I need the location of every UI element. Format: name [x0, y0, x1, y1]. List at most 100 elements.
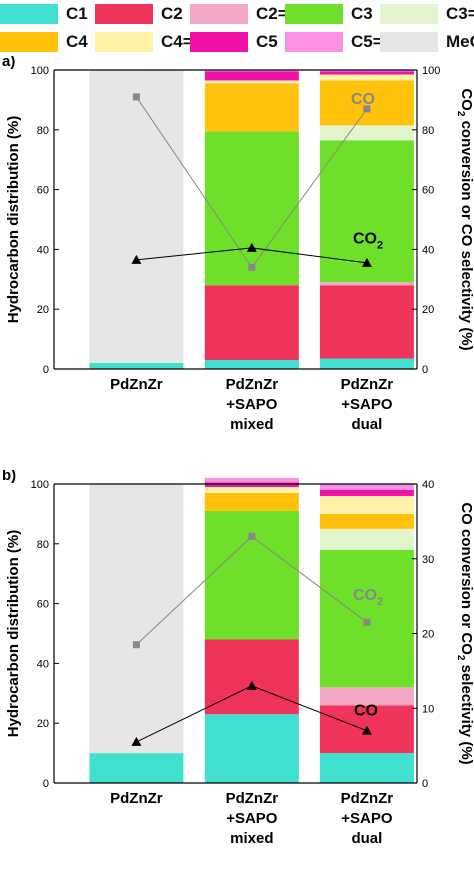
y2-tick-label: 100	[422, 65, 440, 77]
y-tick-label: 0	[43, 778, 49, 790]
legend-item-c1: C1	[0, 3, 88, 25]
x-tick-label: dual	[351, 416, 382, 433]
x-tick-label: PdZnZr	[110, 376, 163, 393]
bar-segment-c5-ene	[319, 70, 414, 72]
legend-swatch	[285, 32, 343, 52]
y2-axis-label: CO2 conversion or CO selectivity (%)	[455, 88, 474, 350]
bar-segment-c5	[319, 71, 414, 75]
bar-segment-c2	[204, 285, 299, 361]
x-tick-label: dual	[351, 830, 382, 847]
bar-segment-c4-ene	[319, 74, 414, 81]
series-annotation: CO	[354, 703, 378, 720]
x-tick-label: +SAPO	[341, 396, 393, 413]
legend-item-c5-ene: C5=	[285, 31, 383, 53]
square-marker	[132, 93, 140, 101]
bar-segment-c5-ene	[204, 478, 299, 483]
triangle-marker	[246, 242, 257, 252]
legend-label: MeOH	[446, 32, 474, 51]
bar-segment-c1	[89, 363, 184, 369]
x-tick-label: +SAPO	[341, 810, 393, 827]
bar-segment-c3	[319, 549, 414, 688]
legend-swatch	[190, 32, 248, 52]
y-axis-label: Hydrocarbon distribution (%)	[5, 116, 22, 324]
bar-segment-c5	[204, 482, 299, 487]
triangle-marker	[131, 736, 142, 746]
y-tick-label: 40	[37, 658, 49, 670]
bar-segment-c3	[204, 131, 299, 286]
bar-segment-meoh	[89, 70, 184, 364]
legend-swatch	[380, 32, 438, 52]
y2-tick-label: 10	[422, 703, 434, 715]
bar-segment-c2-ene	[319, 687, 414, 706]
legend-item-c3-ene: C3=	[380, 3, 474, 25]
bar-segment-c3-ene	[319, 528, 414, 550]
legend-item-c2: C2	[95, 3, 183, 25]
series-annotation: CO2	[353, 230, 383, 251]
legend-label: C3	[351, 4, 373, 23]
y-tick-label: 100	[31, 479, 49, 491]
panel-label: a)	[2, 56, 15, 70]
y2-tick-label: 80	[422, 125, 434, 137]
bar-segment-c2	[204, 639, 299, 715]
y-tick-label: 0	[43, 364, 49, 376]
bar-segment-c4	[319, 80, 414, 126]
legend-item-c2-ene: C2=	[190, 3, 288, 25]
bar-segment-c1	[204, 360, 299, 369]
bar-segment-c1	[89, 753, 184, 783]
square-marker	[132, 641, 140, 649]
y2-tick-label: 20	[422, 629, 434, 641]
legend-swatch	[95, 32, 153, 52]
x-tick-label: PdZnZr	[226, 790, 279, 807]
legend-label: C4=	[161, 32, 193, 51]
y2-tick-label: 0	[422, 364, 428, 376]
y-axis-label: Hydrocarbon distribution (%)	[5, 530, 22, 738]
y2-tick-label: 30	[422, 554, 434, 566]
bar-segment-c4	[204, 83, 299, 132]
triangle-marker	[131, 254, 142, 264]
square-marker	[363, 618, 371, 626]
y-tick-label: 80	[37, 125, 49, 137]
legend: C1 C2 C2= C3 C3= C4 C4= C5 C5= MeOH	[0, 0, 474, 56]
bar-segment-c3	[204, 510, 299, 640]
y-tick-label: 60	[37, 185, 49, 197]
y-tick-label: 20	[37, 718, 49, 730]
bar-segment-c4-ene	[319, 495, 414, 514]
legend-label: C2	[161, 4, 183, 23]
y-tick-label: 60	[37, 599, 49, 611]
legend-label: C5=	[351, 32, 383, 51]
y2-tick-label: 0	[422, 778, 428, 790]
legend-item-c4-ene: C4=	[95, 31, 193, 53]
legend-item-c5: C5	[190, 31, 278, 53]
square-marker	[248, 263, 256, 271]
legend-item-c4: C4	[0, 31, 88, 53]
x-tick-label: PdZnZr	[341, 376, 394, 393]
square-marker	[363, 105, 371, 113]
bar-segment-c5-ene	[319, 484, 414, 490]
legend-label: C4	[66, 32, 88, 51]
y2-tick-label: 20	[422, 304, 434, 316]
y2-tick-label: 40	[422, 479, 434, 491]
triangle-marker	[361, 725, 372, 735]
bar-segment-c5	[204, 71, 299, 81]
x-tick-label: mixed	[230, 416, 273, 433]
square-marker	[248, 532, 256, 540]
legend-swatch	[285, 4, 343, 24]
legend-item-c3: C3	[285, 3, 373, 25]
legend-label: C2=	[256, 4, 288, 23]
y2-tick-label: 40	[422, 244, 434, 256]
bar-segment-c4	[204, 492, 299, 511]
triangle-marker	[246, 680, 257, 690]
bar-segment-c2-ene	[319, 282, 414, 286]
x-tick-label: PdZnZr	[341, 790, 394, 807]
y-tick-label: 40	[37, 244, 49, 256]
legend-swatch	[380, 4, 438, 24]
panel-label: b)	[2, 470, 16, 484]
x-tick-label: PdZnZr	[110, 790, 163, 807]
legend-swatch	[190, 4, 248, 24]
x-tick-label: +SAPO	[226, 396, 278, 413]
legend-label: C1	[66, 4, 88, 23]
triangle-marker	[361, 257, 372, 267]
chart-panel-a: a) 0 20 40 60 80 100 0 20 40 60 80 100 Hydrocarbon di…	[2, 56, 474, 433]
bar-segment-c4-ene	[204, 80, 299, 84]
legend-label: C5	[256, 32, 278, 51]
